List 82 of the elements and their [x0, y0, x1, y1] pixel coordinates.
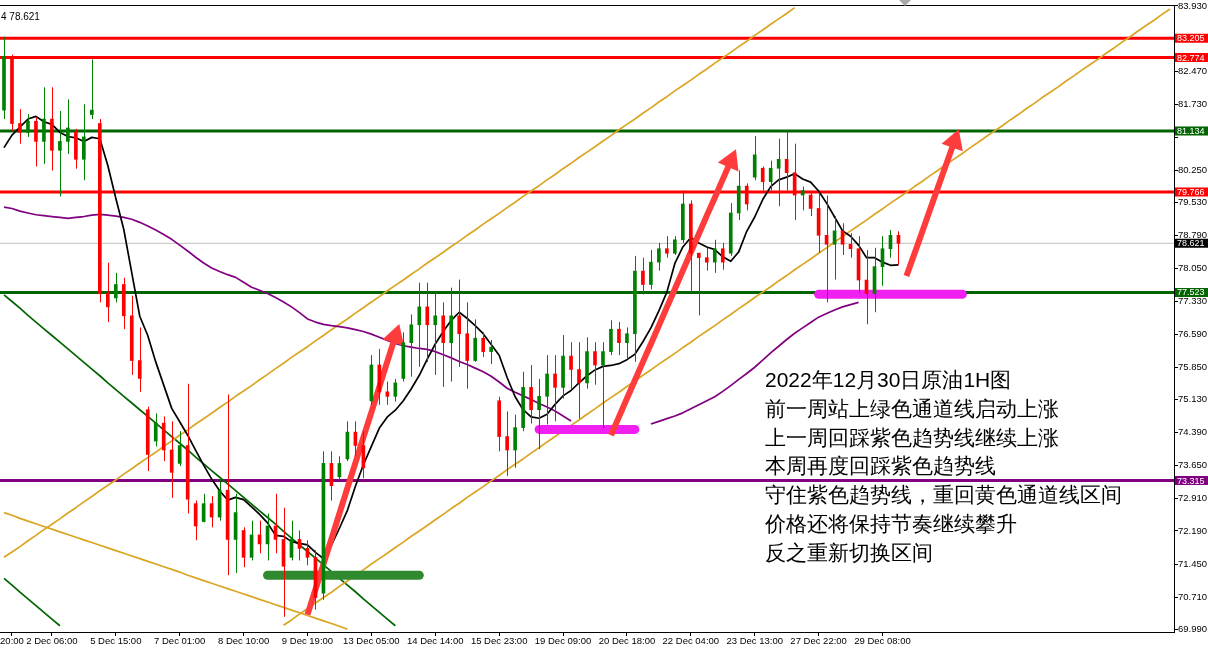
x-tick-label: 19 Dec 09:00: [534, 635, 592, 647]
candlestick: [489, 339, 493, 365]
candlestick: [545, 354, 549, 425]
y-tick-label: 75.130: [1178, 393, 1208, 405]
candlestick: [768, 160, 773, 192]
x-tick-label: 27 Dec 22:00: [790, 635, 847, 647]
y-tick-label: 78.050: [1178, 262, 1208, 274]
candlestick: [433, 292, 438, 376]
ref-line-label: 73.315: [1177, 475, 1205, 486]
candlestick: [153, 412, 158, 447]
annotation: 上一周回踩紫色趋势线继续上涨: [765, 424, 1059, 451]
x-tick-label: 2 Dec 06:00: [26, 635, 78, 647]
candlestick: [425, 282, 430, 363]
x-tick-label: 7 Dec 01:00: [154, 635, 206, 647]
candlestick: [34, 116, 38, 167]
candlestick: [66, 98, 70, 155]
candlestick: [601, 341, 605, 430]
annotation: 本周再度回踩紫色趋势线: [765, 453, 996, 480]
candlestick: [409, 313, 414, 378]
x-tick-label: 15 Dec 23:00: [470, 635, 528, 647]
y-tick-label: 74.390: [1178, 426, 1208, 438]
y-tick-label: 78.790: [1178, 229, 1208, 241]
y-tick-label: 83.930: [1178, 0, 1208, 11]
candlestick: [473, 318, 478, 363]
x-tick-label: 22 Dec 04:00: [662, 635, 720, 647]
candlestick: [776, 138, 781, 207]
x-tick-label: 8 Dec 10:00: [217, 635, 270, 647]
candlestick: [42, 86, 46, 165]
y-tick-label: 82.470: [1178, 64, 1208, 76]
candlestick: [593, 341, 597, 386]
ref-line-label: 79.766: [1177, 187, 1205, 198]
x-tick-label: 23 Dec 13:00: [726, 635, 783, 647]
candlestick: [26, 113, 30, 138]
candlestick: [529, 364, 533, 425]
x-tick-label: 20:00: [0, 635, 24, 647]
annotation: 守住紫色趋势线，重回黄色通道线区间: [765, 482, 1122, 509]
y-tick-label: 79.530: [1178, 196, 1208, 208]
ref-line-label: 77.523: [1177, 287, 1205, 298]
y-tick-label: 72.190: [1178, 524, 1208, 536]
annotation: 价格还将保持节奏继续攀升: [765, 511, 1017, 537]
candlestick: [113, 272, 118, 303]
candlestick: [481, 331, 486, 358]
candlestick: [537, 378, 541, 450]
candlestick: [105, 262, 110, 323]
y-tick-label: 80.250: [1178, 164, 1208, 176]
ref-line-label: 81.134: [1177, 125, 1205, 136]
x-tick-label: 9 Dec 19:00: [281, 635, 334, 647]
x-tick-label: 13 Dec 05:00: [343, 635, 400, 647]
candlestick: [505, 411, 509, 477]
y-tick-label: 81.730: [1178, 97, 1208, 109]
ref-line-label: 83.205: [1177, 33, 1205, 44]
y-tick-label: 70.710: [1178, 590, 1208, 602]
x-tick-label: 14 Dec 14:00: [407, 635, 464, 647]
candlestick: [752, 135, 757, 181]
candlestick: [169, 420, 174, 499]
y-tick-label: 69.990: [1178, 622, 1208, 634]
candlestick: [58, 110, 62, 197]
x-tick-label: 5 Dec 15:00: [90, 635, 142, 647]
candlestick: [417, 282, 422, 368]
candlestick: [137, 326, 142, 393]
x-tick-label: 20 Dec 18:00: [598, 635, 656, 647]
candlestick: [82, 103, 86, 181]
annotation: 反之重新切换区间: [765, 539, 933, 566]
y-tick-label: 71.450: [1178, 557, 1208, 569]
candlestick: [569, 341, 573, 390]
y-tick-label: 76.590: [1178, 327, 1208, 339]
candlestick: [457, 279, 462, 368]
candlestick: [90, 59, 94, 120]
text: 2022年12月30日原油1H图: [765, 367, 1012, 393]
candlestick: [577, 341, 581, 420]
text: 4 78.621: [1, 11, 40, 23]
y-tick-label: 73.650: [1178, 459, 1208, 471]
x-tick-label: 29 Dec 08:00: [854, 635, 911, 647]
annotation: 前一周站上绿色通道线启动上涨: [765, 395, 1059, 422]
candlestick: [513, 414, 517, 469]
ref-line-label: 82.774: [1177, 52, 1205, 63]
ref-line-label: 78.621: [1177, 238, 1205, 249]
y-tick-label: 75.850: [1178, 360, 1208, 372]
candlestick: [18, 108, 22, 145]
y-tick-label: 72.910: [1178, 492, 1208, 504]
candlestick: [553, 354, 557, 422]
candlestick: [177, 430, 182, 467]
